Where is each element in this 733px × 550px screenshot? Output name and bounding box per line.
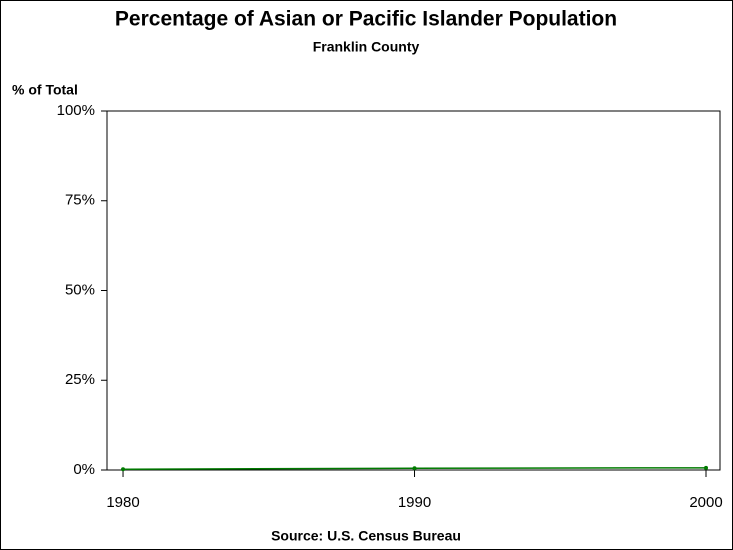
data-point <box>121 467 126 472</box>
y-tick-label: 100% <box>57 102 95 119</box>
source-note: Source: U.S. Census Bureau <box>271 528 461 544</box>
x-tick-label: 1980 <box>106 494 139 511</box>
x-tick-label: 1990 <box>398 494 431 511</box>
data-point <box>704 465 709 470</box>
y-axis-label: % of Total <box>12 82 78 98</box>
data-point <box>412 466 417 471</box>
y-tick-label: 0% <box>73 461 95 478</box>
y-tick-label: 50% <box>65 281 95 298</box>
y-tick-label: 75% <box>65 192 95 209</box>
x-tick-label: 2000 <box>689 494 722 511</box>
y-tick-label: 25% <box>65 371 95 388</box>
chart-subtitle: Franklin County <box>313 39 420 55</box>
chart-title: Percentage of Asian or Pacific Islander … <box>115 8 617 31</box>
